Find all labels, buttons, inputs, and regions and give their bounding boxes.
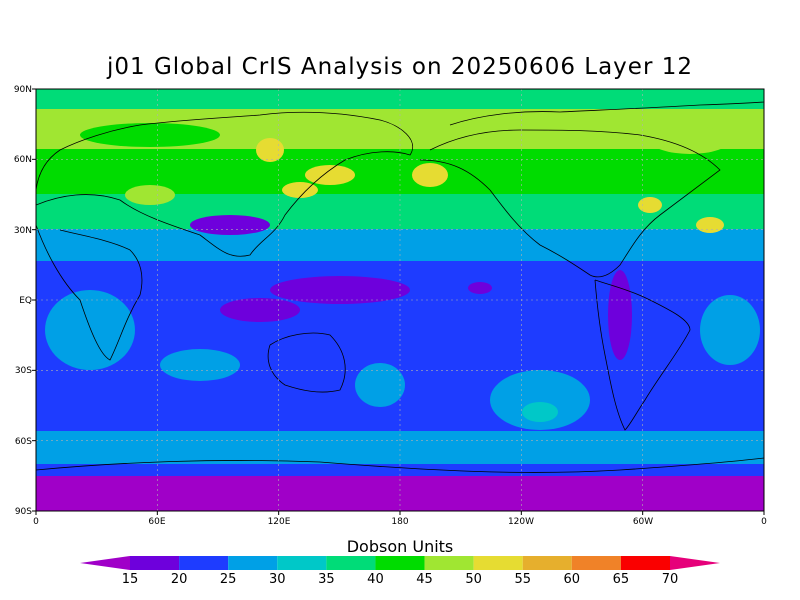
x-tick-label: 60W	[633, 517, 653, 527]
ozone-patch	[638, 197, 662, 213]
ozone-patch	[412, 163, 448, 187]
ozone-patch	[270, 276, 410, 304]
ozone-patch	[160, 349, 240, 381]
colorbar-segment	[277, 556, 327, 570]
x-tick-label: 60E	[148, 517, 165, 527]
colorbar-tick-label: 20	[171, 572, 188, 587]
colorbar-tick-label: 35	[318, 572, 335, 587]
chart-title: j01 Global CrIS Analysis on 20250606 Lay…	[107, 54, 693, 80]
y-tick-label: 30N	[14, 226, 32, 236]
ozone-patch	[696, 217, 724, 233]
band-south-mid	[36, 431, 764, 464]
y-tick-label: 90S	[15, 507, 32, 517]
colorbar-segment	[424, 556, 474, 570]
colorbar-tick-label: 25	[220, 572, 237, 587]
x-tick-label: 120W	[508, 517, 534, 527]
ozone-patch	[256, 138, 284, 162]
colorbar-tick-label: 65	[613, 572, 630, 587]
colorbar-segment	[130, 556, 180, 570]
ozone-patch	[305, 165, 355, 185]
ozone-patch	[468, 282, 492, 294]
x-tick-label: 0	[761, 517, 767, 527]
ozone-patch	[490, 370, 590, 430]
colorbar-segment	[228, 556, 278, 570]
coastlines	[36, 101, 764, 473]
ozone-patch	[80, 123, 220, 147]
ozone-patch	[282, 182, 318, 198]
colorbar-segment	[375, 556, 425, 570]
ozone-patch	[650, 126, 730, 154]
y-tick-label: 60N	[14, 155, 32, 165]
colorbar-segment	[179, 556, 229, 570]
ozone-patch	[45, 290, 135, 370]
colorbar-segment	[473, 556, 523, 570]
x-tick-label: 0	[33, 517, 39, 527]
colorbar-ticks: 15 20 25 30 35 40 45 50 55 60 65 70	[122, 572, 679, 587]
y-tick-label: 60S	[15, 437, 32, 447]
ozone-patch	[190, 215, 270, 235]
ozone-patch	[608, 270, 632, 360]
colorbar-segment	[522, 556, 572, 570]
ozone-patch	[522, 402, 558, 422]
colorbar-segment	[620, 556, 670, 570]
y-tick-label: 30S	[15, 366, 32, 376]
colorbar-segment	[571, 556, 621, 570]
colorbar-tick-label: 55	[514, 572, 531, 587]
colorbar-segment	[326, 556, 376, 570]
colorbar-tick-label: 70	[662, 572, 679, 587]
colorbar-tick-label: 50	[465, 572, 482, 587]
x-tick-label: 120E	[268, 517, 291, 527]
colorbar-label: Dobson Units	[347, 537, 454, 556]
ozone-patch	[355, 363, 405, 407]
x-tick-label: 180	[391, 517, 408, 527]
colorbar-lower-extension	[80, 556, 130, 570]
ozone-patch	[220, 298, 300, 322]
y-tick-label: 90N	[14, 85, 32, 95]
colorbar-tick-label: 15	[122, 572, 139, 587]
colorbar-tick-label: 30	[269, 572, 286, 587]
colorbar-tick-label: 60	[564, 572, 581, 587]
ozone-patch	[125, 185, 175, 205]
ozone-patch	[700, 295, 760, 365]
colorbar-tick-label: 40	[367, 572, 384, 587]
colorbar-tick-label: 45	[416, 572, 433, 587]
y-tick-label: EQ	[19, 296, 32, 306]
colorbar	[80, 556, 720, 570]
colorbar-upper-extension	[670, 556, 720, 570]
axis-ticks	[32, 88, 765, 515]
gridlines	[36, 89, 764, 511]
